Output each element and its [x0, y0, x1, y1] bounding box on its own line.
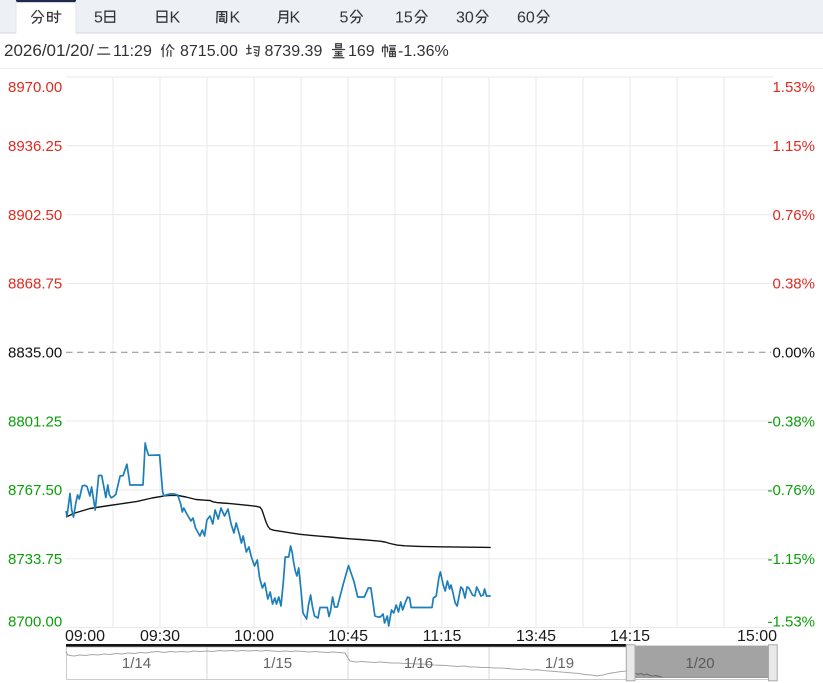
svg-text:10:00: 10:00: [234, 628, 274, 645]
svg-text:5: 5: [340, 10, 349, 27]
svg-text:8902.50: 8902.50: [8, 207, 62, 224]
svg-text:8936.25: 8936.25: [8, 138, 62, 155]
svg-text:-1.15%: -1.15%: [767, 551, 815, 568]
svg-text:0.38%: 0.38%: [772, 276, 815, 293]
svg-text:1/16: 1/16: [404, 655, 433, 672]
svg-text:K: K: [230, 10, 241, 27]
svg-text:8767.50: 8767.50: [8, 482, 62, 499]
svg-text:K: K: [290, 10, 301, 27]
svg-text:15:00: 15:00: [737, 628, 777, 645]
svg-text:8835.00: 8835.00: [8, 345, 62, 362]
svg-text:169: 169: [348, 43, 375, 60]
svg-text:K: K: [170, 10, 181, 27]
svg-text:5: 5: [94, 10, 103, 27]
svg-text:60: 60: [517, 10, 535, 27]
svg-text:8801.25: 8801.25: [8, 413, 62, 430]
svg-text:10:45: 10:45: [328, 628, 368, 645]
svg-text:1/14: 1/14: [122, 655, 151, 672]
svg-text:30: 30: [456, 10, 474, 27]
svg-text:11:29: 11:29: [113, 43, 152, 60]
svg-text:8970.00: 8970.00: [8, 79, 62, 96]
svg-text:0.00%: 0.00%: [772, 345, 815, 362]
svg-text:15: 15: [395, 10, 413, 27]
svg-text:1.15%: 1.15%: [772, 138, 815, 155]
svg-text:2026/01/20/: 2026/01/20/: [4, 41, 94, 60]
svg-text:-1.53%: -1.53%: [767, 613, 815, 630]
svg-text:13:45: 13:45: [516, 628, 556, 645]
svg-text:8733.75: 8733.75: [8, 551, 62, 568]
svg-text:-0.38%: -0.38%: [767, 413, 815, 430]
svg-text:09:30: 09:30: [140, 628, 180, 645]
svg-text:1/15: 1/15: [263, 655, 292, 672]
svg-text:8868.75: 8868.75: [8, 276, 62, 293]
svg-text:8715.00: 8715.00: [180, 43, 238, 60]
svg-text:09:00: 09:00: [65, 628, 105, 645]
svg-text:1.53%: 1.53%: [772, 79, 815, 96]
svg-text:-1.36%: -1.36%: [398, 43, 449, 60]
svg-text:0.76%: 0.76%: [772, 207, 815, 224]
svg-text:1/20: 1/20: [685, 655, 714, 672]
svg-text:11:15: 11:15: [423, 628, 462, 645]
svg-text:14:15: 14:15: [610, 628, 650, 645]
svg-text:8700.00: 8700.00: [8, 613, 62, 630]
svg-text:-0.76%: -0.76%: [767, 482, 815, 499]
svg-text:8739.39: 8739.39: [265, 43, 323, 60]
svg-text:1/19: 1/19: [545, 655, 574, 672]
